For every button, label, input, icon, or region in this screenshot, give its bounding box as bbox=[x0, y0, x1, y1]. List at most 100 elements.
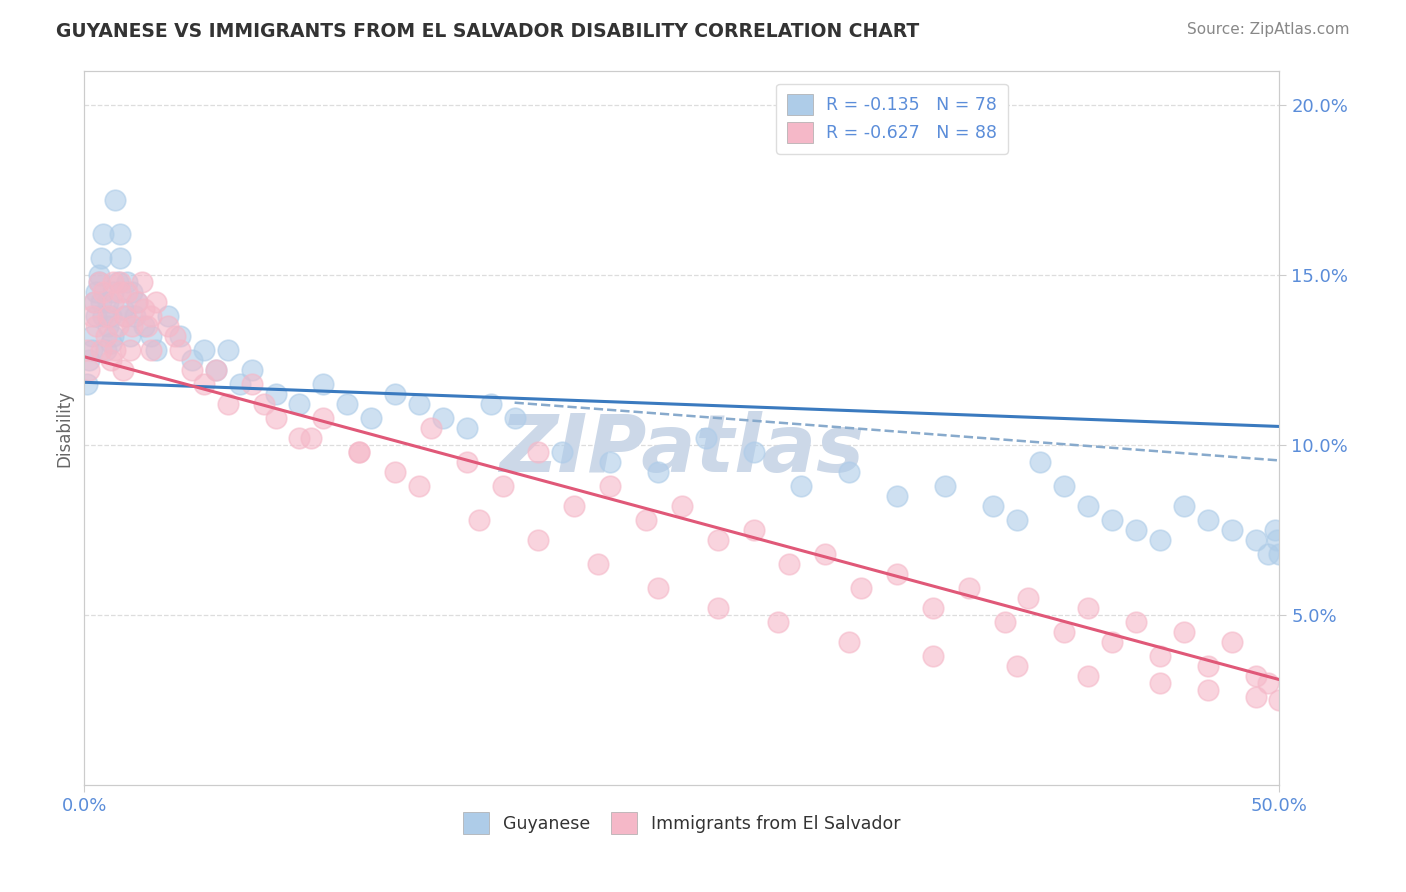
Point bbox=[205, 363, 228, 377]
Point bbox=[110, 227, 132, 242]
Point bbox=[922, 648, 945, 663]
Point bbox=[121, 319, 143, 334]
Point bbox=[636, 513, 658, 527]
Point bbox=[90, 295, 112, 310]
Point bbox=[1125, 523, 1147, 537]
Point bbox=[468, 513, 491, 527]
Point bbox=[100, 353, 122, 368]
Point bbox=[1173, 625, 1195, 640]
Point bbox=[118, 329, 141, 343]
Point bbox=[527, 533, 550, 548]
Point bbox=[408, 479, 430, 493]
Point bbox=[814, 547, 837, 561]
Point bbox=[1053, 625, 1076, 640]
Legend: Guyanese, Immigrants from El Salvador: Guyanese, Immigrants from El Salvador bbox=[456, 805, 908, 840]
Point bbox=[193, 376, 215, 391]
Point bbox=[205, 363, 228, 377]
Point bbox=[1197, 659, 1219, 673]
Point bbox=[922, 601, 945, 615]
Point bbox=[83, 295, 105, 310]
Point bbox=[114, 309, 136, 323]
Point bbox=[110, 252, 132, 266]
Point bbox=[349, 445, 371, 459]
Point bbox=[125, 295, 148, 310]
Point bbox=[87, 275, 110, 289]
Point bbox=[707, 601, 730, 615]
Point bbox=[1101, 513, 1123, 527]
Point bbox=[124, 309, 146, 323]
Point bbox=[349, 445, 371, 459]
Point bbox=[742, 445, 765, 459]
Point bbox=[93, 227, 115, 242]
Point bbox=[1077, 669, 1099, 683]
Point bbox=[588, 557, 610, 571]
Point bbox=[503, 411, 526, 425]
Point bbox=[838, 466, 860, 480]
Point bbox=[981, 500, 1004, 514]
Point bbox=[217, 397, 239, 411]
Point bbox=[157, 319, 180, 334]
Point bbox=[336, 397, 359, 411]
Point bbox=[360, 411, 382, 425]
Point bbox=[742, 523, 765, 537]
Point bbox=[181, 363, 204, 377]
Point bbox=[408, 397, 430, 411]
Point bbox=[1149, 533, 1171, 548]
Point bbox=[1101, 635, 1123, 649]
Point bbox=[110, 285, 132, 300]
Point bbox=[94, 329, 117, 343]
Point bbox=[100, 309, 122, 323]
Point bbox=[107, 319, 129, 334]
Point bbox=[101, 295, 124, 310]
Point bbox=[766, 615, 789, 629]
Point bbox=[86, 319, 108, 334]
Point bbox=[1265, 533, 1288, 548]
Point bbox=[432, 411, 454, 425]
Point bbox=[90, 252, 112, 266]
Point bbox=[141, 309, 163, 323]
Point bbox=[121, 285, 143, 300]
Point bbox=[479, 397, 502, 411]
Point bbox=[1149, 676, 1171, 690]
Point bbox=[145, 343, 167, 357]
Point bbox=[492, 479, 515, 493]
Point bbox=[1053, 479, 1076, 493]
Point bbox=[384, 387, 406, 401]
Point bbox=[132, 319, 156, 334]
Point bbox=[420, 421, 443, 435]
Point bbox=[111, 302, 134, 317]
Point bbox=[131, 275, 153, 289]
Point bbox=[1077, 601, 1099, 615]
Point bbox=[1197, 682, 1219, 697]
Point bbox=[1018, 591, 1040, 605]
Point bbox=[527, 445, 550, 459]
Point bbox=[169, 343, 191, 357]
Point bbox=[110, 275, 132, 289]
Y-axis label: Disability: Disability bbox=[55, 390, 73, 467]
Point bbox=[1257, 547, 1279, 561]
Point bbox=[312, 376, 335, 391]
Point bbox=[1125, 615, 1147, 629]
Point bbox=[87, 268, 110, 283]
Point bbox=[181, 353, 204, 368]
Point bbox=[104, 194, 127, 208]
Point bbox=[1220, 523, 1243, 537]
Point bbox=[80, 329, 103, 343]
Point bbox=[1197, 513, 1219, 527]
Point bbox=[1268, 547, 1291, 561]
Point bbox=[886, 567, 908, 582]
Point bbox=[1029, 455, 1052, 469]
Point bbox=[76, 376, 98, 391]
Point bbox=[117, 285, 139, 300]
Point bbox=[934, 479, 956, 493]
Point bbox=[264, 411, 287, 425]
Point bbox=[301, 431, 323, 445]
Point bbox=[111, 363, 134, 377]
Point bbox=[456, 455, 478, 469]
Point bbox=[125, 295, 148, 310]
Point bbox=[141, 343, 163, 357]
Point bbox=[97, 309, 120, 323]
Point bbox=[165, 329, 187, 343]
Point bbox=[97, 319, 120, 334]
Point bbox=[456, 421, 478, 435]
